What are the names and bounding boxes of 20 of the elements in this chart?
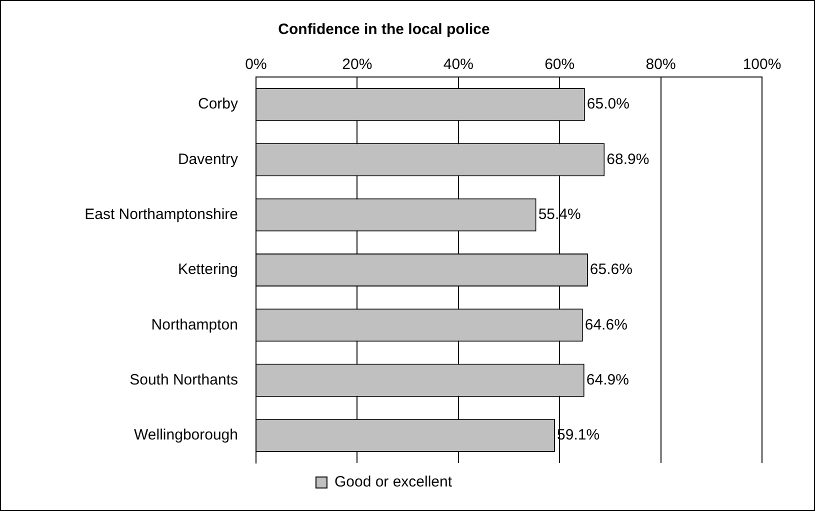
- x-tick-label: 80%: [646, 56, 676, 74]
- y-tick-label: Daventry: [178, 150, 238, 168]
- y-tick-label: East Northamptonshire: [84, 206, 238, 223]
- x-tick-label: 100%: [742, 56, 782, 74]
- data-label: 65.0%: [586, 96, 630, 113]
- y-tick-label: Corby: [198, 96, 238, 113]
- data-label: 68.9%: [606, 150, 650, 168]
- x-tick-label: 20%: [342, 56, 372, 74]
- x-tick-label: 0%: [245, 56, 267, 74]
- y-tick-label: Northampton: [151, 316, 238, 334]
- data-label: 65.6%: [590, 261, 632, 278]
- chart-title: Confidence in the local police: [278, 21, 490, 38]
- x-tick-label: 60%: [544, 56, 575, 74]
- data-label: 64.6%: [584, 316, 628, 334]
- data-label: 64.9%: [586, 371, 629, 388]
- y-tick-label: Wellingborough: [134, 426, 238, 444]
- y-tick-label: South Northants: [130, 371, 238, 388]
- x-tick-label: 40%: [443, 56, 474, 74]
- y-tick-label: Kettering: [178, 261, 238, 278]
- legend-label: Good or excellent: [334, 474, 453, 491]
